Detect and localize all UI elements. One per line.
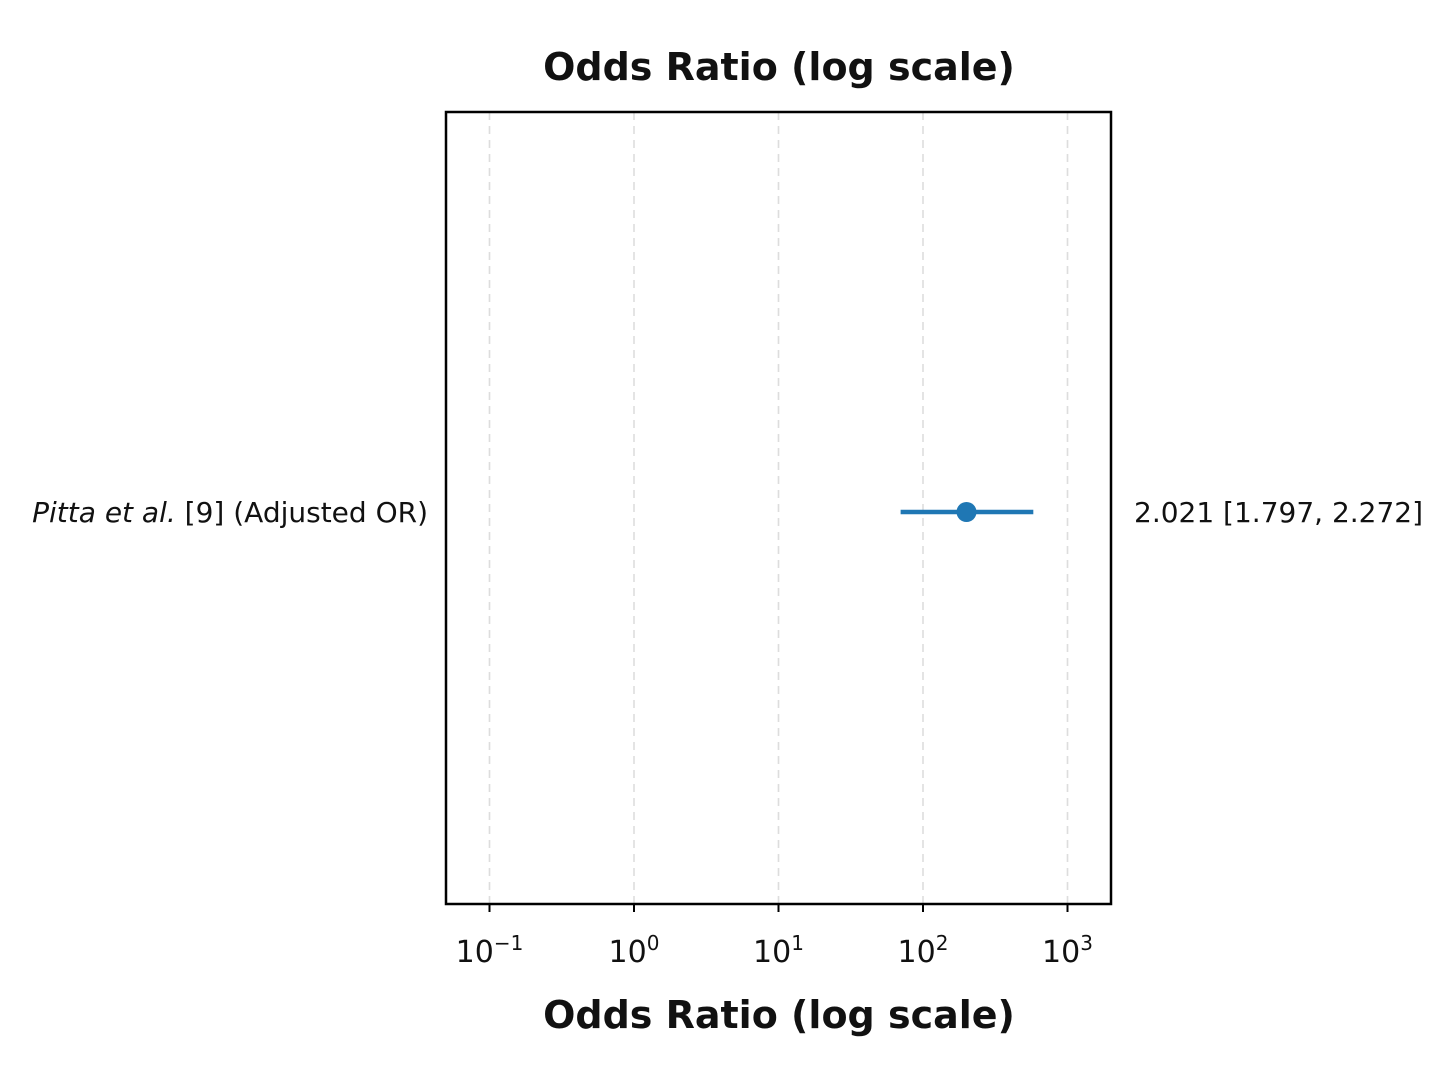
x-tick-base: 10 — [1042, 935, 1080, 970]
x-tick-label: 103 — [1042, 931, 1093, 970]
grid-lines — [488, 112, 1069, 904]
x-axis-ticks: 10−1 100 101 102 103 — [456, 904, 1093, 970]
annotations: 2.021 [1.797, 2.272] — [1134, 496, 1423, 529]
study-label-authors: Pitta et al. — [32, 496, 176, 529]
x-tick-exponent: 2 — [936, 931, 949, 955]
x-tick-base: 10 — [898, 935, 936, 970]
x-tick-label: 100 — [609, 931, 660, 970]
x-tick-exponent: 0 — [647, 931, 660, 955]
odds-ratio-point — [956, 502, 977, 522]
x-tick-exponent: 3 — [1080, 931, 1093, 955]
x-tick-label: 102 — [898, 931, 949, 970]
x-tick-base: 10 — [609, 935, 647, 970]
x-tick-exponent: −1 — [494, 931, 523, 955]
y-axis-labels: Pitta et al. [9] (Adjusted OR) — [32, 496, 428, 529]
study-label-detail: [9] (Adjusted OR) — [176, 496, 428, 529]
x-tick-base: 10 — [456, 935, 494, 970]
data-layer — [900, 502, 1034, 522]
chart-title: Odds Ratio (log scale) — [543, 45, 1015, 89]
x-tick-exponent: 1 — [791, 931, 804, 955]
x-tick-base: 10 — [753, 935, 791, 970]
study-label: Pitta et al. [9] (Adjusted OR) — [32, 496, 428, 529]
estimate-annotation: 2.021 [1.797, 2.272] — [1134, 496, 1423, 529]
x-tick-label: 101 — [753, 931, 804, 970]
x-axis-label: Odds Ratio (log scale) — [543, 993, 1015, 1037]
x-tick-label: 10−1 — [456, 931, 524, 970]
